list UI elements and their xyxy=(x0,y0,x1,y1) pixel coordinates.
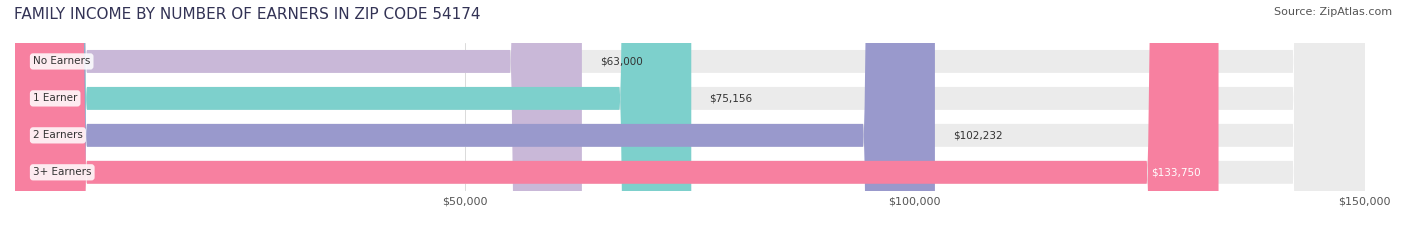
Text: 3+ Earners: 3+ Earners xyxy=(32,167,91,177)
Text: Source: ZipAtlas.com: Source: ZipAtlas.com xyxy=(1274,7,1392,17)
Text: 2 Earners: 2 Earners xyxy=(32,130,83,140)
Text: $133,750: $133,750 xyxy=(1152,167,1201,177)
Text: 1 Earner: 1 Earner xyxy=(32,93,77,103)
FancyBboxPatch shape xyxy=(15,0,692,233)
Text: $63,000: $63,000 xyxy=(600,56,643,66)
Text: FAMILY INCOME BY NUMBER OF EARNERS IN ZIP CODE 54174: FAMILY INCOME BY NUMBER OF EARNERS IN ZI… xyxy=(14,7,481,22)
Text: No Earners: No Earners xyxy=(32,56,90,66)
FancyBboxPatch shape xyxy=(15,0,1365,233)
FancyBboxPatch shape xyxy=(15,0,935,233)
FancyBboxPatch shape xyxy=(15,0,582,233)
Text: $102,232: $102,232 xyxy=(953,130,1002,140)
FancyBboxPatch shape xyxy=(15,0,1219,233)
FancyBboxPatch shape xyxy=(15,0,1365,233)
Text: $75,156: $75,156 xyxy=(709,93,752,103)
FancyBboxPatch shape xyxy=(15,0,1365,233)
FancyBboxPatch shape xyxy=(15,0,1365,233)
